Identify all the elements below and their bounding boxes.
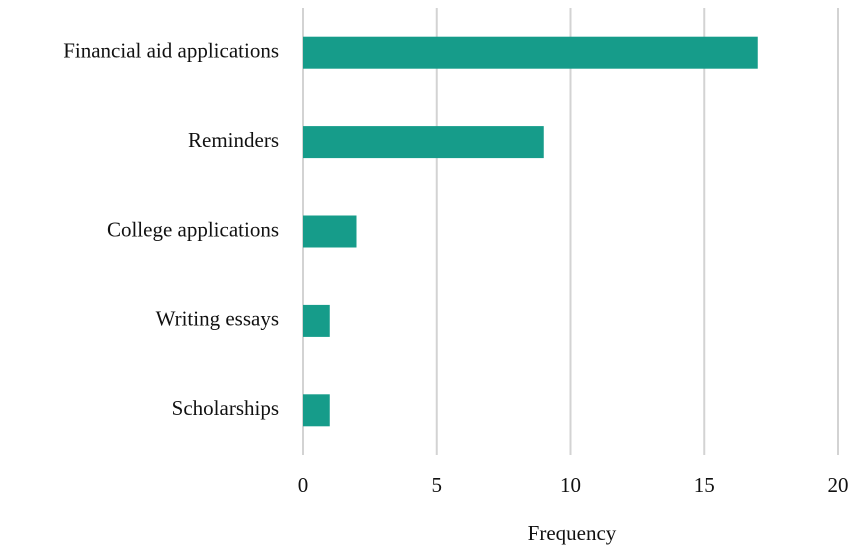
bar (303, 394, 330, 427)
x-tick-label: 20 (828, 473, 849, 497)
bar (303, 126, 544, 159)
y-tick-label: Writing essays (156, 307, 279, 331)
bar (303, 304, 330, 337)
bar (303, 36, 758, 69)
x-tick-label: 10 (560, 473, 581, 497)
y-tick-label: Reminders (188, 128, 279, 152)
x-tick-label: 5 (432, 473, 443, 497)
bar (303, 215, 357, 248)
x-tick-label: 15 (694, 473, 715, 497)
y-tick-label: Scholarships (172, 396, 279, 420)
y-tick-label: College applications (107, 217, 279, 241)
y-tick-label: Financial aid applications (63, 39, 279, 63)
x-axis-label: Frequency (528, 521, 617, 545)
x-tick-label: 0 (298, 473, 309, 497)
